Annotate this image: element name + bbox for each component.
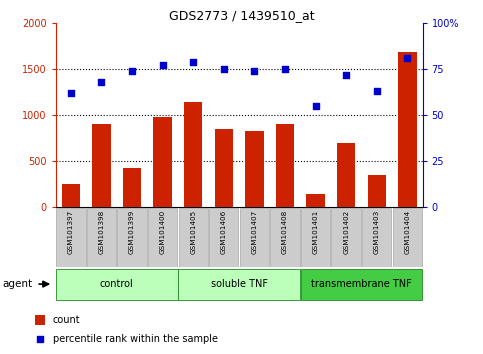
FancyBboxPatch shape [117,208,147,267]
Text: GSM101398: GSM101398 [99,210,104,254]
Bar [337,143,355,207]
FancyBboxPatch shape [393,208,422,267]
Bar [184,102,202,207]
FancyBboxPatch shape [209,208,239,267]
Point [403,55,411,61]
Text: agent: agent [2,279,32,289]
Point [36,336,44,342]
Text: GSM101407: GSM101407 [251,210,257,254]
Text: GSM101397: GSM101397 [68,210,74,254]
Text: GSM101401: GSM101401 [313,210,319,254]
Bar [92,124,111,207]
Text: GSM101400: GSM101400 [159,210,166,254]
Text: GSM101406: GSM101406 [221,210,227,254]
FancyBboxPatch shape [331,208,361,267]
Bar [123,169,141,207]
Bar [245,131,264,207]
Point [373,88,381,94]
Text: GDS2773 / 1439510_at: GDS2773 / 1439510_at [169,9,314,22]
FancyBboxPatch shape [300,269,422,299]
Point [67,90,75,96]
Point [281,66,289,72]
Bar [368,175,386,207]
FancyBboxPatch shape [362,208,391,267]
Point [342,72,350,78]
Text: percentile rank within the sample: percentile rank within the sample [53,334,218,344]
FancyBboxPatch shape [179,208,208,267]
Text: GSM101403: GSM101403 [374,210,380,254]
FancyBboxPatch shape [148,208,177,267]
Point [128,68,136,74]
Bar [35,315,45,325]
Text: count: count [53,315,81,325]
Text: transmembrane TNF: transmembrane TNF [311,279,412,289]
FancyBboxPatch shape [240,208,269,267]
Text: soluble TNF: soluble TNF [211,279,268,289]
FancyBboxPatch shape [178,269,300,299]
Text: GSM101404: GSM101404 [404,210,411,254]
Bar [276,124,294,207]
Point [312,103,319,109]
FancyBboxPatch shape [87,208,116,267]
Bar [62,184,80,207]
Bar [306,194,325,207]
Text: control: control [100,279,134,289]
FancyBboxPatch shape [270,208,299,267]
FancyBboxPatch shape [301,208,330,267]
Point [251,68,258,74]
Bar [214,129,233,207]
Text: GSM101405: GSM101405 [190,210,196,254]
Point [220,66,227,72]
Bar [398,52,416,207]
FancyBboxPatch shape [56,208,85,267]
Text: GSM101399: GSM101399 [129,210,135,254]
Text: GSM101402: GSM101402 [343,210,349,254]
Bar [154,117,172,207]
Point [159,63,167,68]
Point [98,79,105,85]
FancyBboxPatch shape [56,269,178,299]
Point [189,59,197,64]
Text: GSM101408: GSM101408 [282,210,288,254]
